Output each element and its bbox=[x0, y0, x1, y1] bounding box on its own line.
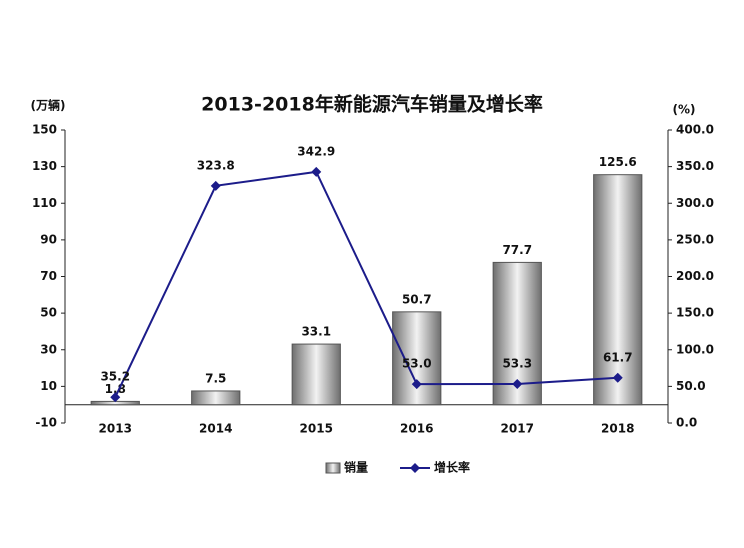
line-value-label: 323.8 bbox=[197, 158, 235, 172]
y-axis-label: (万辆) bbox=[31, 98, 66, 113]
bar bbox=[291, 343, 341, 406]
line-value-label: 61.7 bbox=[603, 350, 633, 364]
y-tick-label: -10 bbox=[35, 416, 57, 430]
y2-tick-label: 150.0 bbox=[676, 306, 714, 320]
y-tick-label: 70 bbox=[40, 269, 57, 283]
bar-value-label: 77.7 bbox=[502, 243, 532, 257]
y2-tick-label: 50.0 bbox=[676, 379, 706, 393]
legend-label: 增长率 bbox=[434, 460, 470, 475]
y2-tick-label: 250.0 bbox=[676, 232, 714, 246]
x-tick-label: 2015 bbox=[300, 422, 333, 436]
line bbox=[114, 170, 618, 398]
y2-tick-label: 0.0 bbox=[676, 416, 697, 430]
line-marker bbox=[411, 379, 422, 390]
x-tick-label: 2013 bbox=[99, 422, 132, 436]
y2-tick-label: 200.0 bbox=[676, 269, 714, 283]
bar bbox=[593, 174, 643, 406]
bar-value-label: 7.5 bbox=[205, 371, 226, 385]
legend-label: 销量 bbox=[344, 460, 368, 475]
y2-tick-label: 350.0 bbox=[676, 159, 714, 173]
bar-value-label: 50.7 bbox=[402, 292, 432, 306]
line-value-label: 342.9 bbox=[297, 144, 335, 158]
y2-tick-label: 100.0 bbox=[676, 342, 714, 356]
line-marker bbox=[110, 392, 121, 403]
x-tick-label: 2014 bbox=[199, 422, 232, 436]
line-value-label: 53.0 bbox=[402, 357, 432, 371]
y-tick-label: 130 bbox=[32, 159, 57, 173]
chart-title: 2013-2018年新能源汽车销量及增长率 bbox=[201, 93, 543, 116]
legend-swatch bbox=[325, 462, 341, 474]
x-tick-label: 2017 bbox=[501, 422, 534, 436]
line-value-label: 35.2 bbox=[100, 370, 130, 384]
y2-tick-label: 400.0 bbox=[676, 123, 714, 137]
line-value-label: 53.3 bbox=[502, 356, 532, 370]
bar bbox=[392, 311, 442, 406]
y2-tick-label: 300.0 bbox=[676, 196, 714, 210]
line-marker bbox=[311, 166, 322, 177]
y-tick-label: 150 bbox=[32, 123, 57, 137]
x-tick-label: 2016 bbox=[400, 422, 433, 436]
y-tick-label: 10 bbox=[40, 379, 57, 393]
x-tick-label: 2018 bbox=[601, 422, 634, 436]
line-marker bbox=[512, 378, 523, 389]
bar-value-label: 33.1 bbox=[301, 325, 331, 339]
legend-swatch bbox=[410, 463, 420, 473]
y-tick-label: 110 bbox=[32, 196, 57, 210]
line-marker bbox=[210, 180, 221, 191]
line-marker bbox=[612, 372, 623, 383]
bar bbox=[191, 390, 241, 406]
y-tick-label: 90 bbox=[40, 232, 57, 246]
bar-value-label: 125.6 bbox=[599, 155, 637, 169]
y-tick-label: 30 bbox=[40, 342, 57, 356]
y2-axis-label: (%) bbox=[673, 103, 696, 117]
y-tick-label: 50 bbox=[40, 306, 57, 320]
